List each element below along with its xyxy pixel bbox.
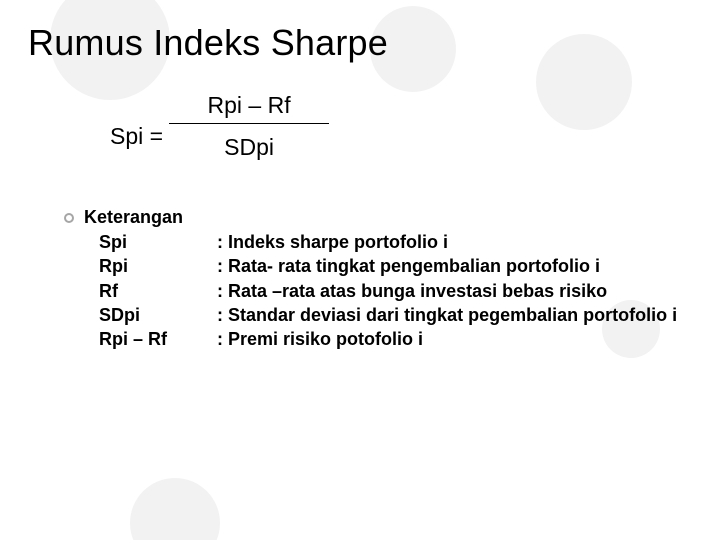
legend-description: : Rata- rata tingkat pengembalian portof… — [217, 254, 600, 278]
legend: Keterangan Spi: Indeks sharpe portofolio… — [64, 207, 692, 351]
legend-row: Rpi – Rf: Premi risiko potofolio i — [99, 327, 692, 351]
legend-symbol: SDpi — [99, 303, 217, 327]
legend-heading-row: Keterangan — [64, 207, 692, 228]
legend-heading: Keterangan — [84, 207, 183, 228]
formula-denominator: SDpi — [214, 134, 284, 161]
legend-symbol: Rf — [99, 279, 217, 303]
legend-row: Rpi: Rata- rata tingkat pengembalian por… — [99, 254, 692, 278]
fraction-line — [169, 123, 329, 124]
formula-lhs: Spi = — [110, 103, 169, 150]
legend-description: : Rata –rata atas bunga investasi bebas … — [217, 279, 607, 303]
slide: Rumus Indeks Sharpe Spi = Rpi – Rf SDpi … — [0, 0, 720, 540]
formula: Spi = Rpi – Rf SDpi — [110, 92, 692, 161]
legend-description: : Standar deviasi dari tingkat pegembali… — [217, 303, 677, 327]
legend-symbol: Rpi – Rf — [99, 327, 217, 351]
legend-row: Rf: Rata –rata atas bunga investasi beba… — [99, 279, 692, 303]
formula-row: Spi = Rpi – Rf SDpi — [110, 92, 692, 161]
legend-symbol: Spi — [99, 230, 217, 254]
formula-fraction: Rpi – Rf SDpi — [169, 92, 329, 161]
page-title: Rumus Indeks Sharpe — [28, 22, 692, 64]
legend-description: : Indeks sharpe portofolio i — [217, 230, 448, 254]
legend-table: Spi: Indeks sharpe portofolio iRpi: Rata… — [99, 230, 692, 351]
legend-symbol: Rpi — [99, 254, 217, 278]
formula-numerator: Rpi – Rf — [190, 92, 309, 119]
legend-row: Spi: Indeks sharpe portofolio i — [99, 230, 692, 254]
legend-row: SDpi: Standar deviasi dari tingkat pegem… — [99, 303, 692, 327]
bullet-icon — [64, 213, 74, 223]
legend-description: : Premi risiko potofolio i — [217, 327, 423, 351]
